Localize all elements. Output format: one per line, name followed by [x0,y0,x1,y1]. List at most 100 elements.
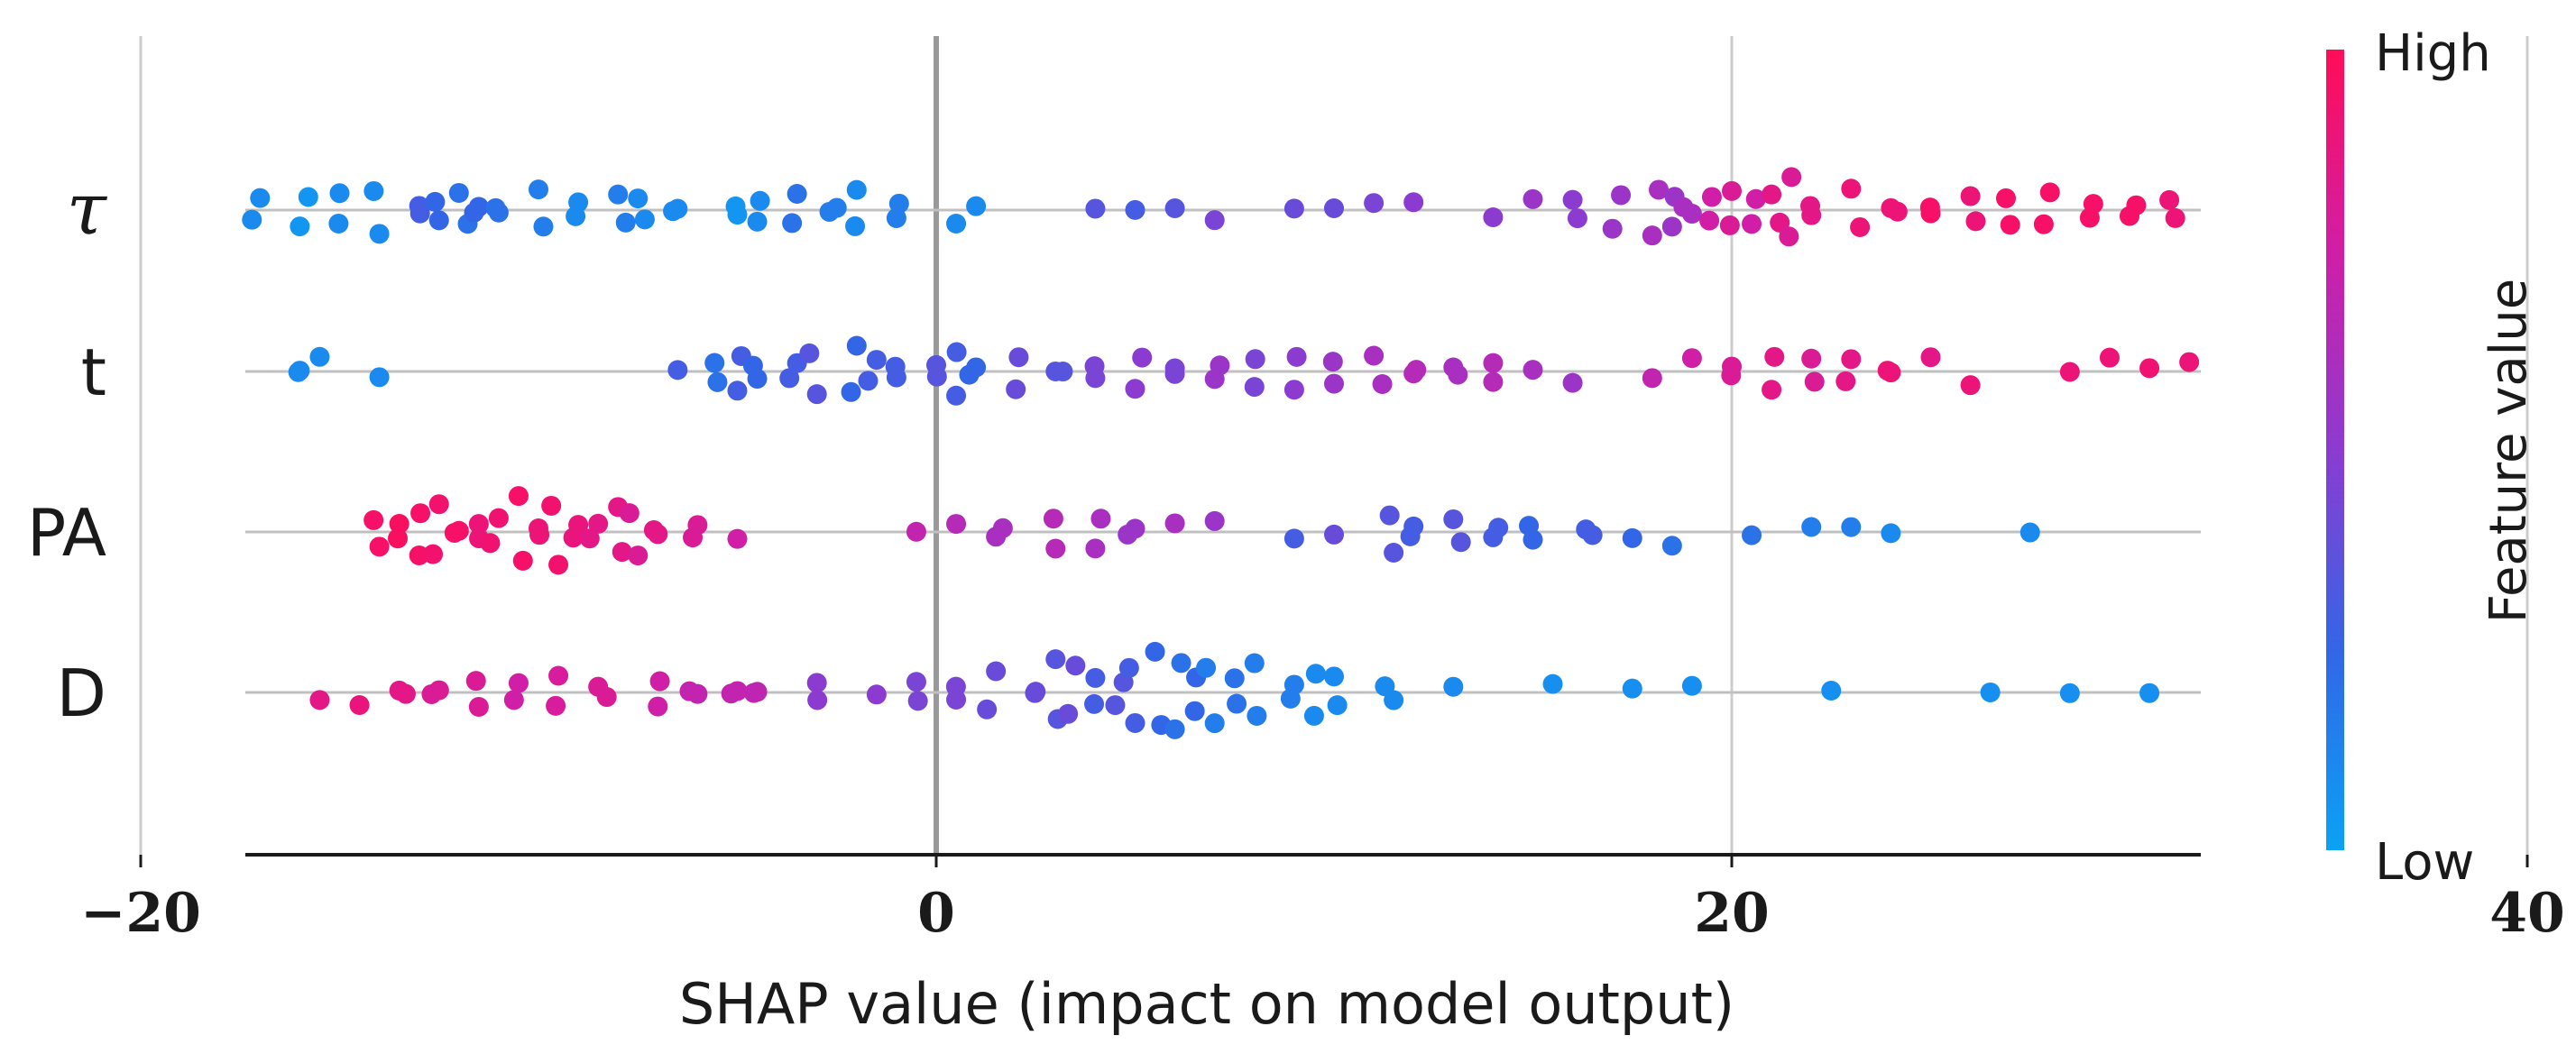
shap-point [926,366,947,387]
shap-point [529,525,550,545]
shap-point [250,188,271,208]
shap-point [488,508,509,528]
shap-point [1800,196,1821,216]
shap-point [1699,210,1720,231]
shap-point [819,201,840,222]
shap-point [1324,666,1344,687]
shap-point [1090,509,1111,529]
shap-point [1801,348,1822,369]
shap-point [946,342,967,362]
shap-point [1400,526,1421,546]
shap-point [1622,527,1642,548]
shap-point [1125,199,1145,220]
shap-point [1324,197,1344,218]
feature-label: t [81,334,106,410]
shap-point [1841,517,1862,537]
shap-point [425,191,446,212]
shap-point [1881,523,1901,544]
shap-point [566,206,586,226]
shap-point [309,690,330,710]
shap-point [1303,705,1324,726]
shap-point [387,528,408,549]
shap-point [779,368,800,389]
shap-point [866,350,887,371]
shap-points [242,167,2200,739]
shap-point [1045,649,1066,670]
shap-point [992,518,1013,538]
shap-point [1244,653,1265,674]
shap-point [448,182,469,203]
shap-point [946,385,967,406]
shap-point [1681,348,1702,369]
shap-point [596,687,617,708]
shap-point [329,183,350,204]
shap-point [1118,657,1139,678]
shap-point [363,509,384,530]
shap-point [649,671,670,692]
shap-point [1602,218,1623,239]
shap-point [1327,695,1348,716]
shap-point [1084,356,1105,377]
shap-point [2059,683,2080,703]
shap-point [1247,705,1267,726]
shap-point [546,695,566,716]
shap-point [1801,517,1822,537]
shap-point [503,690,524,710]
shap-point [508,486,529,507]
shap-point [1642,225,1662,246]
shap-point [508,673,529,693]
shap-point [369,224,390,244]
shap-point [563,527,584,548]
shap-point [628,188,649,209]
shap-point [1701,187,1722,207]
shap-point [444,523,465,544]
shap-point [1283,528,1304,549]
colorbar-title: Feature value [2479,279,2538,623]
colorbar-gradient [2326,50,2344,850]
shap-point [1542,674,1563,694]
shap-point [1125,379,1145,399]
shap-point [2099,347,2120,368]
shap-point [468,697,489,718]
shap-point [1245,349,1265,370]
shap-point [643,520,664,541]
shap-point [485,197,506,218]
shap-point [707,371,728,392]
shap-point [1164,513,1185,534]
shap-point [615,212,636,233]
shap-point [1305,664,1326,684]
shap-point [1721,365,1742,386]
shap-point [409,203,430,224]
shap-point [721,683,741,704]
shap-point [1065,655,1086,676]
shap-point [1045,538,1066,559]
shap-point [1227,693,1247,714]
shap-point [421,683,442,704]
x-axis-label: SHAP value (impact on model output) [679,971,1734,1037]
shap-point [1519,516,1540,536]
shap-point [1384,543,1404,564]
shap-point [1324,524,1344,545]
shap-point [1025,683,1045,703]
shap-point [945,676,966,697]
shap-point [1745,188,1766,209]
shap-point [1372,374,1393,395]
shap-point [533,216,554,237]
shap-point [888,193,909,214]
shap-point [1043,509,1063,529]
shap-point [906,521,926,542]
shap-point [1576,519,1596,540]
shap-point [1443,676,1464,697]
shap-point [1681,675,1702,696]
shap-point [1058,703,1079,724]
shap-point [1164,719,1185,739]
shap-point [480,533,501,554]
feature-label: D [57,655,106,731]
shap-point [464,202,484,223]
shap-point [1210,355,1230,376]
shap-point [1877,361,1898,381]
shap-point [742,355,763,376]
shap-point [2179,352,2200,372]
shap-point [468,514,489,535]
